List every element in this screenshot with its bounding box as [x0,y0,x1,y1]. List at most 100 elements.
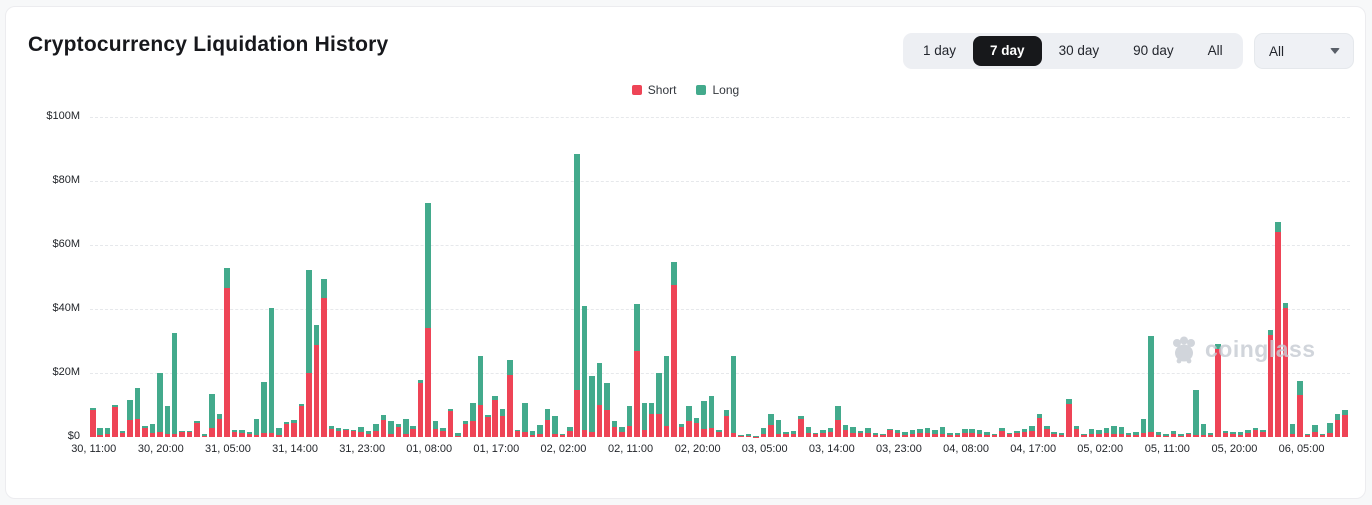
liquidation-bar[interactable] [805,427,811,437]
liquidation-bar[interactable] [1282,302,1288,437]
liquidation-bar[interactable] [365,431,372,437]
legend-item-long[interactable]: Long [696,83,739,97]
liquidation-bar[interactable] [477,356,484,437]
liquidation-bar[interactable] [708,396,715,437]
liquidation-bar[interactable] [1260,430,1266,437]
range-button-all[interactable]: All [1207,43,1223,58]
liquidation-bar[interactable] [134,388,141,437]
liquidation-bar[interactable] [291,419,297,437]
liquidation-bar[interactable] [969,428,975,437]
liquidation-bar[interactable] [894,430,901,437]
liquidation-bar[interactable] [186,430,193,437]
liquidation-bar[interactable] [231,429,238,437]
liquidation-bar[interactable] [142,425,148,437]
liquidation-bar[interactable] [656,373,662,437]
liquidation-bar[interactable] [373,424,379,437]
liquidation-bar[interactable] [887,428,893,437]
liquidation-bar[interactable] [678,424,685,437]
range-button-30-day[interactable]: 30 day [1058,43,1100,58]
liquidation-bar[interactable] [1215,344,1221,437]
range-button-7-day[interactable]: 7 day [973,36,1042,66]
liquidation-bar[interactable] [1014,430,1020,437]
liquidation-bar[interactable] [857,430,864,437]
liquidation-bar[interactable] [947,432,953,437]
liquidation-bar[interactable] [745,434,752,437]
liquidation-bar[interactable] [127,399,133,437]
liquidation-bar[interactable] [872,432,879,437]
liquidation-bar[interactable] [1207,433,1214,437]
liquidation-bar[interactable] [574,153,580,437]
liquidation-bar[interactable] [544,408,551,437]
liquidation-bar[interactable] [723,409,730,437]
liquidation-bar[interactable] [1312,425,1318,437]
liquidation-bar[interactable] [1342,409,1348,437]
liquidation-bar[interactable] [939,427,946,437]
liquidation-bar[interactable] [276,427,282,437]
liquidation-bar[interactable] [268,308,275,437]
liquidation-bar[interactable] [991,433,998,437]
liquidation-bar[interactable] [1044,425,1050,437]
liquidation-bar[interactable] [976,430,983,437]
liquidation-bar[interactable] [246,431,253,437]
liquidation-bar[interactable] [626,406,633,437]
liquidation-bar[interactable] [671,261,677,437]
liquidation-bar[interactable] [783,431,789,437]
liquidation-bar[interactable] [485,415,491,437]
liquidation-bar[interactable] [1327,422,1333,437]
liquidation-bar[interactable] [410,426,416,437]
range-button-90-day[interactable]: 90 day [1133,43,1174,58]
liquidation-bar[interactable] [909,429,916,437]
liquidation-bar[interactable] [403,418,409,437]
liquidation-bar[interactable] [224,268,230,437]
liquidation-bar[interactable] [1334,413,1341,437]
liquidation-bar[interactable] [1066,398,1072,437]
liquidation-bar[interactable] [432,420,439,437]
liquidation-bar[interactable] [835,406,841,437]
liquidation-bar[interactable] [768,414,774,437]
liquidation-bar[interactable] [820,429,826,437]
liquidation-bar[interactable] [171,333,178,437]
liquidation-bar[interactable] [842,425,849,437]
liquidation-bar[interactable] [798,415,804,437]
liquidation-bar[interactable] [1088,429,1095,437]
range-button-1-day[interactable]: 1 day [923,43,957,58]
liquidation-bar[interactable] [239,429,245,437]
liquidation-bar[interactable] [730,356,737,437]
liquidation-bar[interactable] [194,421,200,437]
liquidation-bar[interactable] [552,416,558,437]
liquidation-bar[interactable] [604,382,610,437]
liquidation-bar[interactable] [321,278,327,437]
liquidation-bar[interactable] [880,433,886,437]
liquidation-bar[interactable] [216,413,223,437]
liquidation-bar[interactable] [440,428,446,437]
liquidation-bar[interactable] [149,424,156,437]
liquidation-bar[interactable] [790,430,797,437]
liquidation-bar[interactable] [425,202,431,437]
liquidation-bar[interactable] [350,429,357,437]
liquidation-bar[interactable] [663,356,670,437]
liquidation-bar[interactable] [954,432,961,437]
liquidation-bar[interactable] [1111,425,1117,437]
liquidation-bar[interactable] [932,430,938,437]
liquidation-bar[interactable] [157,373,163,437]
liquidation-bar[interactable] [1051,431,1057,437]
liquidation-bar[interactable] [589,376,595,437]
liquidation-bar[interactable] [104,427,111,437]
liquidation-bar[interactable] [648,403,655,437]
liquidation-bar[interactable] [1140,418,1147,437]
liquidation-bar[interactable] [775,419,782,437]
liquidation-bar[interactable] [298,403,305,437]
liquidation-bar[interactable] [760,427,767,437]
liquidation-bar[interactable] [97,428,103,437]
liquidation-bar[interactable] [693,417,700,437]
liquidation-bar[interactable] [358,427,364,437]
liquidation-bar[interactable] [462,421,469,437]
liquidation-bar[interactable] [984,431,990,437]
liquidation-bar[interactable] [716,429,722,437]
liquidation-bar[interactable] [917,428,923,437]
liquidation-bar[interactable] [253,418,260,437]
liquidation-bar[interactable] [962,429,968,437]
liquidation-bar[interactable] [514,429,521,437]
liquidation-bar[interactable] [619,427,625,437]
liquidation-bar[interactable] [567,427,573,437]
